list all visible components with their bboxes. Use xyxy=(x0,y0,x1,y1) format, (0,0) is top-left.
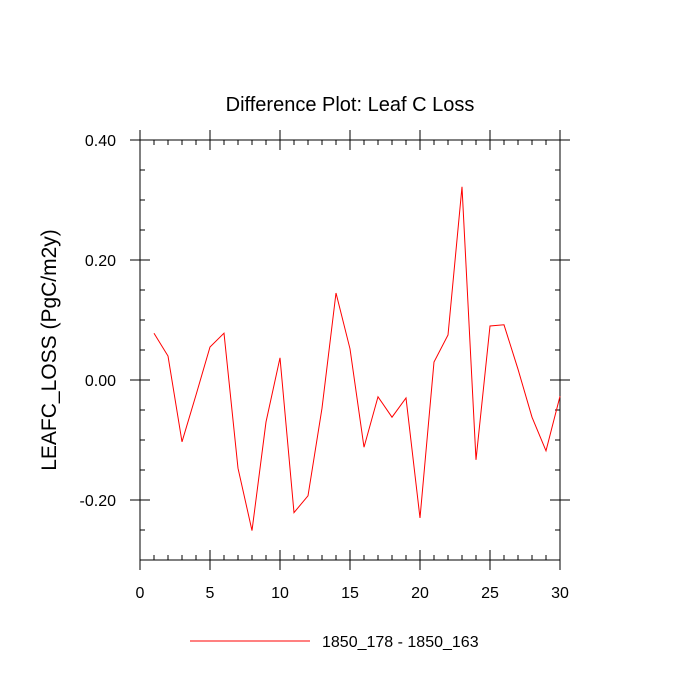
y-tick-label: 0.00 xyxy=(85,373,116,390)
chart-title: Difference Plot: Leaf C Loss xyxy=(226,94,475,116)
y-tick-label: -0.20 xyxy=(80,493,117,510)
y-axis-label: LEAFC_LOSS (PgC/m2y) xyxy=(38,229,61,471)
legend-entry-label: 1850_178 - 1850_163 xyxy=(322,634,479,651)
x-tick-label: 25 xyxy=(481,585,499,602)
x-tick-label: 20 xyxy=(411,585,429,602)
x-tick-label: 0 xyxy=(136,585,145,602)
legend: 1850_178 - 1850_163 xyxy=(190,634,479,651)
x-tick-label: 10 xyxy=(271,585,289,602)
y-tick-label: 0.40 xyxy=(85,133,116,150)
y-tick-label: 0.20 xyxy=(85,253,116,270)
x-tick-label: 5 xyxy=(206,585,215,602)
x-tick-label: 30 xyxy=(551,585,569,602)
series-line xyxy=(153,186,561,531)
series-layer xyxy=(153,186,561,531)
axis-tick-labels: 0 5 10 15 20 25 30 -0.20 0.00 0.20 0.40 xyxy=(80,133,569,602)
x-tick-label: 15 xyxy=(341,585,359,602)
axis-ticks xyxy=(130,130,570,570)
